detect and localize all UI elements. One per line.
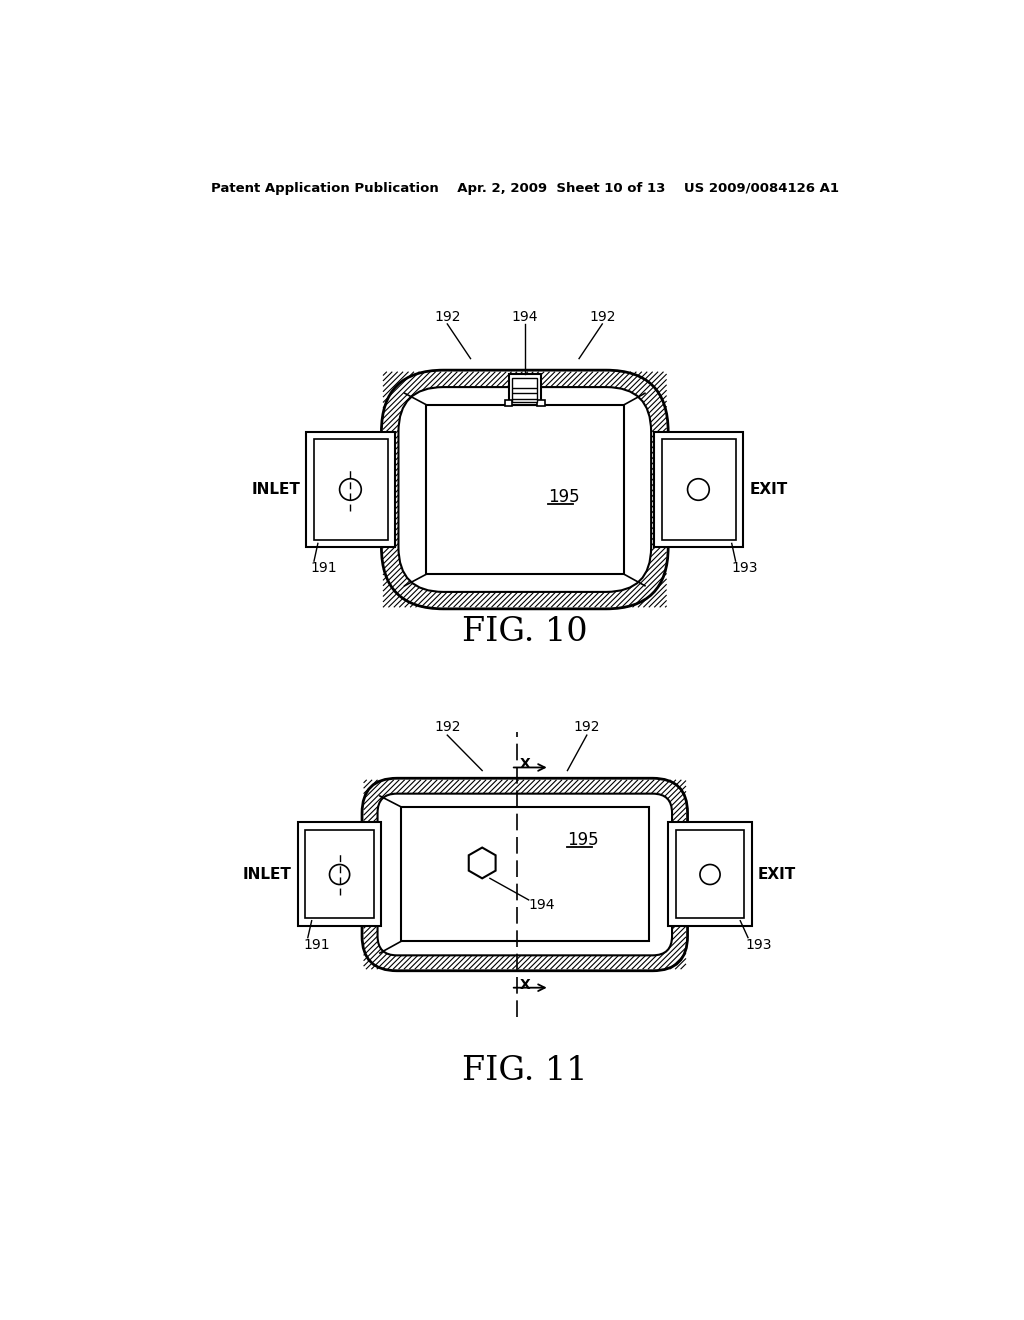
FancyBboxPatch shape xyxy=(381,370,669,609)
Bar xyxy=(298,822,381,927)
Polygon shape xyxy=(469,847,496,878)
Text: X: X xyxy=(520,978,530,991)
Bar xyxy=(306,432,395,548)
Text: EXIT: EXIT xyxy=(750,482,787,498)
Circle shape xyxy=(700,865,720,884)
Bar xyxy=(538,400,545,407)
Text: 191: 191 xyxy=(303,937,330,952)
Text: EXIT: EXIT xyxy=(758,867,797,882)
Text: INLET: INLET xyxy=(251,482,300,498)
Text: 192: 192 xyxy=(589,310,615,323)
Bar xyxy=(669,822,752,927)
Text: 193: 193 xyxy=(732,561,758,576)
Bar xyxy=(426,405,624,574)
Text: 192: 192 xyxy=(434,310,461,323)
Bar xyxy=(305,830,374,919)
Text: 193: 193 xyxy=(745,937,772,952)
Bar xyxy=(314,440,388,540)
FancyBboxPatch shape xyxy=(362,779,687,970)
Text: 194: 194 xyxy=(512,310,538,323)
FancyBboxPatch shape xyxy=(378,793,672,956)
Bar xyxy=(676,830,744,919)
Text: 191: 191 xyxy=(310,561,337,576)
Text: X: X xyxy=(520,758,530,771)
Bar xyxy=(400,807,649,941)
Text: FIG. 10: FIG. 10 xyxy=(462,616,588,648)
Bar xyxy=(512,378,538,401)
Text: 192: 192 xyxy=(434,719,461,734)
Bar xyxy=(509,374,541,405)
Text: 194: 194 xyxy=(528,899,555,912)
Circle shape xyxy=(687,479,710,500)
Text: INLET: INLET xyxy=(243,867,292,882)
Circle shape xyxy=(340,479,361,500)
Bar xyxy=(662,440,735,540)
Circle shape xyxy=(330,865,349,884)
Text: Patent Application Publication    Apr. 2, 2009  Sheet 10 of 13    US 2009/008412: Patent Application Publication Apr. 2, 2… xyxy=(211,182,839,194)
Bar xyxy=(505,400,512,407)
FancyBboxPatch shape xyxy=(398,387,651,591)
Text: FIG. 11: FIG. 11 xyxy=(462,1055,588,1086)
Text: 192: 192 xyxy=(573,719,600,734)
Text: 195: 195 xyxy=(548,488,580,506)
Text: 195: 195 xyxy=(567,830,599,849)
Bar xyxy=(654,432,743,548)
